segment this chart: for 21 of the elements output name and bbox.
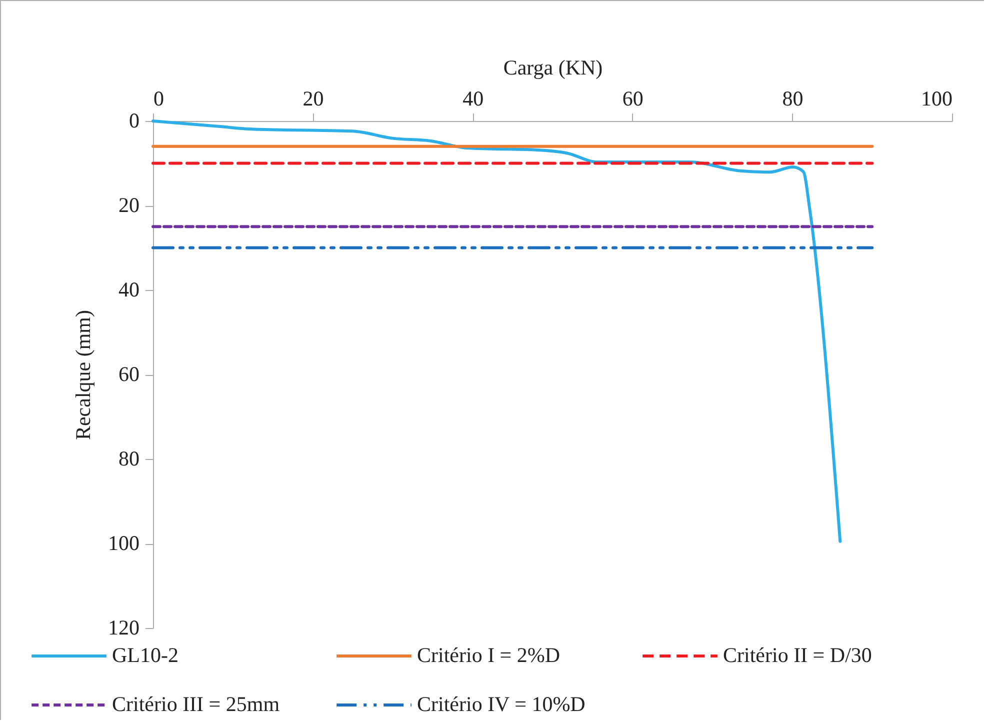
y-tick-label: 60 [118, 362, 140, 386]
y-tick-label: 0 [129, 108, 140, 132]
x-tick-label: 20 [302, 86, 324, 110]
x-tick-label: 60 [622, 86, 644, 110]
x-tick-label: 80 [782, 86, 804, 110]
legend-label: Critério IV = 10%D [417, 692, 586, 716]
legend-label: Critério I = 2%D [417, 643, 560, 667]
y-tick-label: 120 [108, 616, 140, 640]
legend-label: GL10-2 [112, 643, 178, 667]
legend-label: Critério III = 25mm [112, 692, 280, 716]
y-tick-label: 80 [118, 446, 140, 470]
x-axis-title: Carga (KN) [503, 56, 603, 80]
x-tick-label: 40 [462, 86, 484, 110]
y-tick-label: 20 [118, 193, 140, 217]
y-axis-title: Recalque (mm) [71, 310, 95, 440]
line-series [152, 120, 842, 543]
x-tick-label: 0 [154, 86, 164, 110]
y-tick-label: 100 [108, 531, 140, 555]
x-tick-label: 100 [921, 86, 952, 110]
y-tick-label: 40 [118, 278, 140, 302]
legend-label: Critério II = D/30 [723, 643, 872, 667]
